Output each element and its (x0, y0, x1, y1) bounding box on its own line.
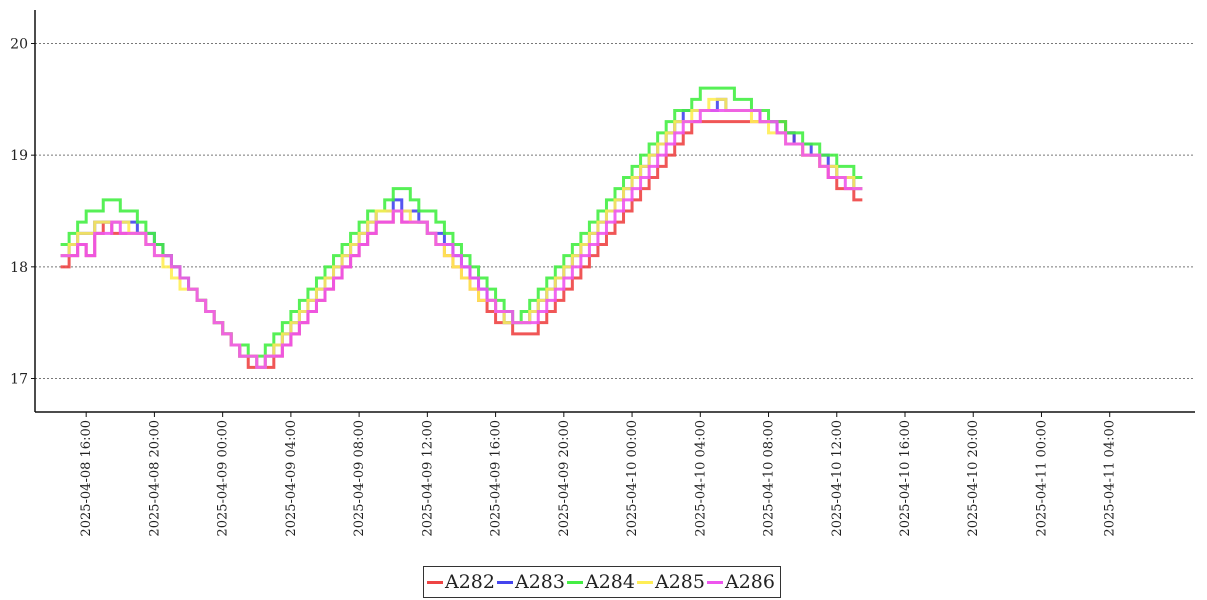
x-tick-label: 2025-04-10 00:00 (625, 420, 640, 537)
x-tick-label: 2025-04-11 04:00 (1103, 420, 1118, 537)
x-tick-label: 2025-04-09 04:00 (284, 420, 299, 537)
y-tick-label: 20 (10, 37, 28, 53)
y-tick-label: 19 (10, 148, 28, 164)
x-tick-label: 2025-04-09 16:00 (489, 420, 504, 537)
legend: A282 A283 A284 A285 A286 (423, 566, 781, 598)
legend-label: A286 (725, 571, 775, 593)
x-axis-ticks: 2025-04-08 16:00 2025-04-08 20:00 2025-04-… (79, 412, 1118, 537)
y-gridlines (35, 43, 1195, 379)
y-axis-ticks: 17 18 19 20 (10, 37, 35, 388)
series-line-a283 (60, 97, 863, 369)
series-line-a285 (60, 97, 863, 369)
legend-item-a285: A285 (637, 571, 705, 593)
series-line-a284 (60, 86, 863, 358)
legend-swatch (427, 580, 443, 584)
x-tick-label: 2025-04-10 12:00 (830, 420, 845, 537)
x-tick-label: 2025-04-09 20:00 (557, 420, 572, 537)
legend-swatch (637, 580, 653, 584)
legend-label: A283 (515, 571, 565, 593)
x-tick-label: 2025-04-10 08:00 (762, 420, 777, 537)
legend-label: A282 (445, 571, 495, 593)
x-tick-label: 2025-04-09 12:00 (420, 420, 435, 537)
x-tick-label: 2025-04-10 04:00 (693, 420, 708, 537)
legend-item-a284: A284 (567, 571, 635, 593)
series-line-a286 (60, 109, 863, 369)
y-tick-label: 18 (10, 260, 28, 276)
legend-item-a283: A283 (497, 571, 565, 593)
x-tick-label: 2025-04-08 20:00 (147, 420, 162, 537)
legend-label: A284 (585, 571, 635, 593)
legend-label: A285 (655, 571, 705, 593)
y-tick-label: 17 (10, 372, 28, 388)
x-tick-label: 2025-04-08 16:00 (79, 420, 94, 537)
series-lines (60, 86, 863, 369)
x-tick-label: 2025-04-10 20:00 (966, 420, 981, 537)
legend-swatch (497, 580, 513, 584)
legend-swatch (567, 580, 583, 584)
x-tick-label: 2025-04-11 00:00 (1034, 420, 1049, 537)
legend-swatch (707, 580, 723, 584)
legend-item-a282: A282 (427, 571, 495, 593)
x-tick-label: 2025-04-10 16:00 (898, 420, 913, 537)
x-tick-label: 2025-04-09 08:00 (352, 420, 367, 537)
x-tick-label: 2025-04-09 00:00 (216, 420, 231, 537)
legend-item-a286: A286 (707, 571, 775, 593)
